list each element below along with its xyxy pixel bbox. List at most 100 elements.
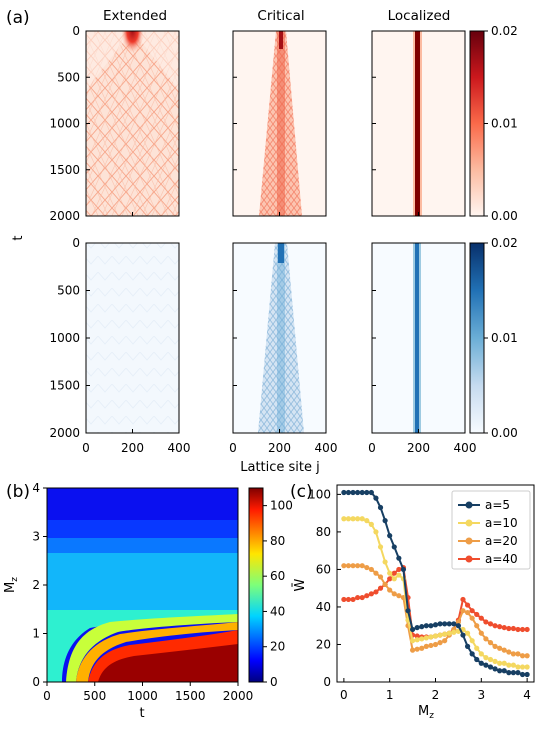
colorbar-tick-label: 100 [270,499,293,513]
x-tick-label: 500 [83,689,106,703]
data-point [428,634,434,640]
y-tick-label: 40 [316,600,331,614]
data-point [474,611,480,618]
data-point [501,668,507,674]
data-point [524,653,530,659]
heatmap-extended-bottom [86,243,179,433]
data-point [519,626,526,633]
y-tick-label: 1 [32,627,40,641]
data-point [377,504,384,511]
y-tick-label: 1000 [49,117,80,131]
data-point [364,489,370,496]
data-point [368,591,374,597]
data-point [501,624,507,631]
data-point [510,662,516,668]
data-point [483,662,489,668]
data-point [469,651,475,657]
legend-marker [465,501,473,509]
colorbar-tick-label: 20 [270,640,285,654]
data-point [478,651,484,657]
data-point [355,489,361,496]
data-point [341,563,347,569]
colorbar-tick-label: 80 [270,534,285,548]
data-point [350,596,356,603]
data-point [428,623,434,629]
y-tick-label: 100 [308,487,331,501]
data-point [487,621,494,627]
data-point [341,489,347,496]
data-point [359,489,365,496]
data-point [451,621,457,627]
data-point [442,631,448,637]
data-point [405,608,411,614]
data-point [437,632,443,638]
data-point [432,622,439,628]
panel-label-c: (c) [290,482,313,502]
data-point [464,609,471,616]
data-point [437,640,443,646]
data-point [396,555,402,561]
panel-b-ylabel: Mz [3,577,20,593]
y-tick-label: 2000 [49,209,80,223]
data-point [423,635,429,641]
data-point [382,581,388,588]
data-point [391,570,397,576]
data-point [345,596,352,603]
data-point [497,660,503,666]
data-point [350,489,356,496]
panel-b-heatmap-image [47,488,238,682]
data-point [368,566,374,573]
data-point [515,651,521,657]
data-point [419,636,425,642]
data-point [396,572,402,578]
x-tick-label: 0 [82,441,90,455]
column-title-critical: Critical [257,8,304,24]
data-point [478,630,484,636]
data-point [409,638,416,644]
data-point [510,625,516,632]
data-point [373,589,379,595]
y-tick-label: 2000 [49,426,80,440]
data-point [446,621,452,627]
data-point [387,576,393,582]
data-point [432,641,439,648]
data-point [501,660,507,666]
data-point [364,564,370,571]
data-point [478,660,484,666]
data-point [510,670,516,676]
data-point [345,489,352,496]
data-point [409,626,416,633]
y-tick-label: 500 [57,284,80,298]
x-tick-label: 1000 [127,689,158,703]
data-point [483,636,489,642]
data-point [483,619,489,625]
data-point [492,623,498,629]
data-point [487,656,494,663]
y-tick-label: 500 [57,70,80,84]
data-point [510,651,516,657]
data-point [345,516,352,522]
data-point [368,521,374,528]
data-point [524,664,530,670]
y-tick-label: 1500 [49,379,80,393]
colorbar-tick-label: 60 [270,569,285,583]
data-point [373,495,379,501]
legend-marker [465,519,473,527]
legend: a=5 a=10 a=20 a=40 [451,490,531,570]
data-point [474,645,480,651]
heatmap-localized-top [372,31,465,216]
data-point [382,518,388,524]
data-point [442,638,448,644]
panel-a-heatmap-grid: Extended Critical Localized [11,8,518,475]
heatmap-localized-bottom [372,243,465,433]
legend-label: a=5 [485,498,510,512]
data-point [506,625,512,632]
data-point [455,619,462,625]
colorbar-tick-label: 0.01 [491,331,518,345]
x-tick-label: 1 [386,688,394,702]
data-point [373,529,379,535]
x-tick-label: 2000 [223,689,254,703]
data-point [391,576,397,582]
data-point [391,544,397,550]
